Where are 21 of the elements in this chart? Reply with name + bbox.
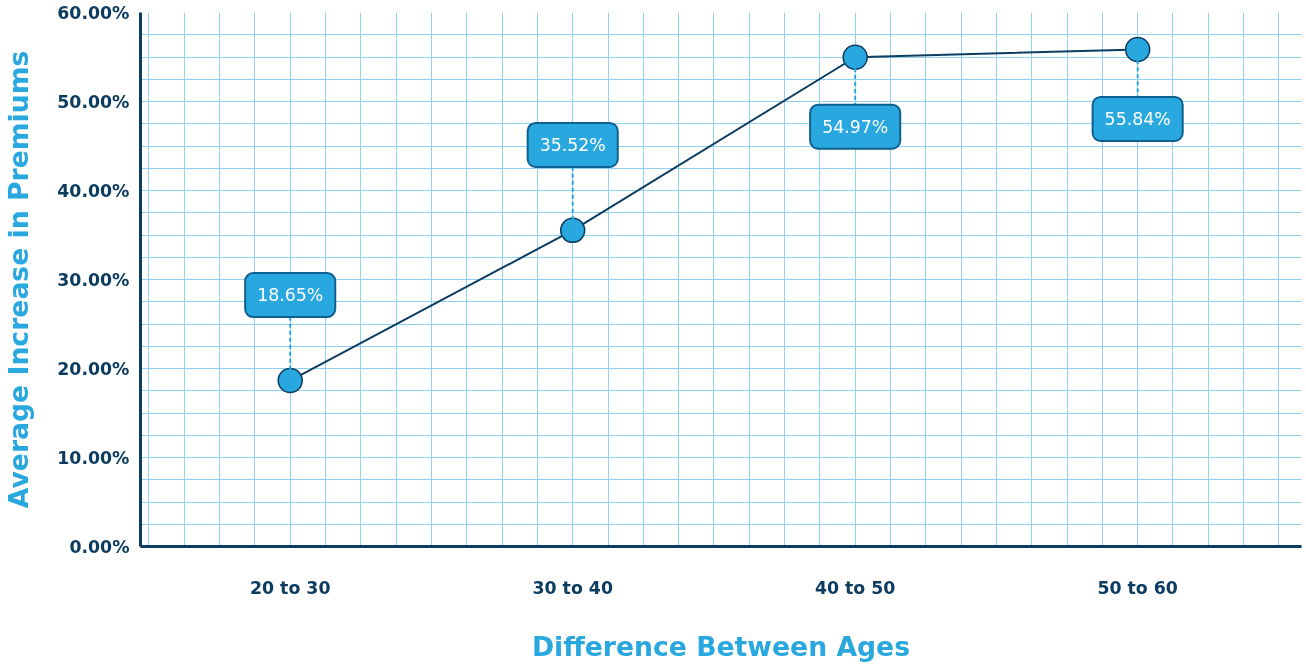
data-label: 35.52% — [539, 134, 606, 155]
point — [277, 367, 303, 394]
x-axis-title: Difference Between Ages — [531, 630, 911, 662]
y-tick-label: 0.00% — [69, 536, 130, 557]
y-axis-title: Average Increase in Premiums — [3, 50, 35, 509]
y-tick-label: 60.00% — [57, 2, 130, 23]
point — [559, 217, 586, 244]
y-tick-label: 20.00% — [57, 358, 130, 379]
x-tick-label: 50 to 60 — [1097, 577, 1178, 598]
x-tick-label: 20 to 30 — [249, 577, 331, 598]
y-tick-label: 50.00% — [57, 91, 130, 112]
data-label: 54.97% — [822, 116, 889, 137]
x-tick-label: 30 to 40 — [532, 577, 613, 598]
point — [842, 44, 868, 70]
y-tick-label: 30.00% — [57, 269, 130, 290]
data-label: 55.84% — [1104, 108, 1171, 129]
x-tick-label: 40 to 50 — [814, 577, 896, 598]
data-label: 18.65% — [257, 285, 324, 306]
y-tick-label: 40.00% — [57, 180, 130, 201]
y-tick-label: 10.00% — [57, 447, 130, 468]
point — [1124, 36, 1151, 63]
